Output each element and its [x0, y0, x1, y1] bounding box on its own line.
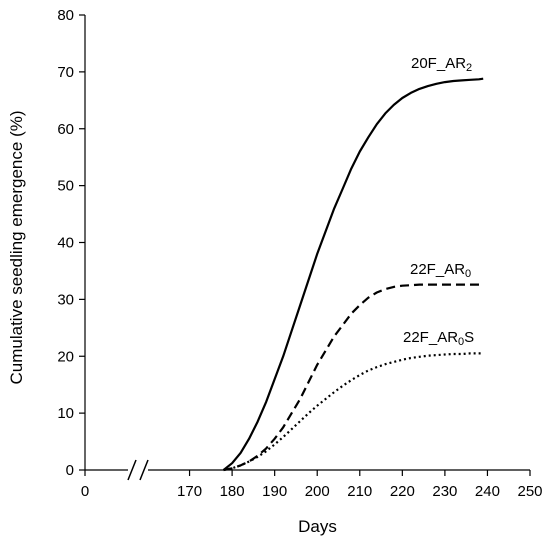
series-label-subscript: 0: [465, 268, 471, 280]
y-tick-label: 60: [57, 121, 74, 138]
series-label-subscript: 2: [466, 62, 472, 74]
series-label-3: 22F_AR0S: [403, 329, 474, 348]
y-axis-title: Cumulative seedling emergence (%): [7, 110, 26, 384]
y-tick-label: 80: [57, 7, 74, 24]
series-label-name: 22F_AR: [410, 261, 465, 278]
y-tick-label: 10: [57, 405, 74, 422]
y-tick-label: 30: [57, 291, 74, 308]
x-tick-label: 180: [220, 483, 245, 500]
x-axis-title: Days: [298, 517, 337, 536]
y-tick-label: 50: [57, 178, 74, 195]
y-tick-label: 20: [57, 348, 74, 365]
x-tick-label: 250: [517, 483, 542, 500]
axis-break-mark: [127, 459, 137, 481]
series-label-subscript: 0: [458, 336, 464, 348]
y-tick-label: 40: [57, 235, 74, 252]
x-tick-label: 170: [177, 483, 202, 500]
x-tick-label: 190: [262, 483, 287, 500]
y-tick-label: 70: [57, 64, 74, 81]
x-tick-label: 210: [347, 483, 372, 500]
series-line-2: [223, 283, 484, 472]
series-label-name: 20F_AR: [411, 55, 466, 72]
series-line-1: [222, 77, 484, 471]
axis-break-mark: [139, 459, 149, 481]
x-tick-label: 0: [81, 483, 89, 500]
x-tick-label: 200: [305, 483, 330, 500]
x-tick-label: 230: [432, 483, 457, 500]
series-label-2: 22F_AR0: [410, 261, 471, 280]
series-label-1: 20F_AR2: [411, 55, 472, 74]
chart-series: [222, 77, 484, 472]
chart-axes: [84, 15, 530, 481]
series-label-name: 22F_AR: [403, 329, 458, 346]
series-label-suffix: S: [464, 329, 474, 346]
y-tick-label: 0: [66, 462, 74, 479]
x-tick-label: 240: [475, 483, 500, 500]
x-tick-label: 220: [390, 483, 415, 500]
